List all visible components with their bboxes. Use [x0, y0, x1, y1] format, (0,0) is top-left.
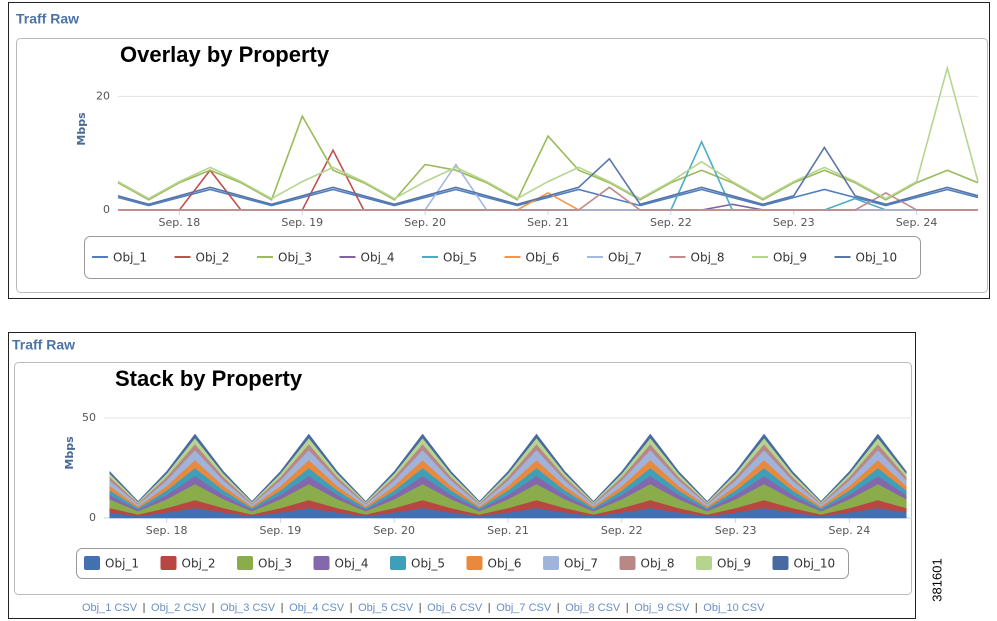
x-tick-label: Sep. 18: [159, 216, 201, 229]
csv-link[interactable]: Obj_3 CSV: [220, 602, 276, 614]
csv-link[interactable]: Obj_9 CSV: [634, 602, 690, 614]
legend-label: Obj_1: [113, 251, 147, 265]
panel-header: Traff Raw: [16, 11, 79, 27]
x-tick-label: Sep. 23: [715, 524, 757, 537]
legend-label: Obj_10: [856, 251, 898, 265]
legend-label: Obj_4: [361, 251, 395, 265]
csv-link[interactable]: Obj_1 CSV: [82, 602, 138, 614]
series-line: [117, 188, 979, 207]
chart-title: Stack by Property: [115, 366, 303, 391]
legend-swatch: [390, 556, 406, 570]
legend-swatch: [543, 556, 559, 570]
x-tick-label: Sep. 24: [829, 524, 871, 537]
legend-label: Obj_3: [258, 557, 292, 571]
legend-swatch: [696, 556, 712, 570]
y-tick-label: 50: [82, 411, 96, 424]
legend-label: Obj_9: [773, 251, 807, 265]
figure-id: 381601: [929, 558, 944, 601]
legend-swatch: [466, 556, 483, 570]
series-line: [117, 64, 979, 200]
legend-swatch: [313, 556, 330, 570]
legend-label: Obj_2: [196, 251, 230, 265]
series-line: [117, 114, 979, 201]
csv-link[interactable]: Obj_8 CSV: [565, 602, 621, 614]
chart-frame: [16, 38, 988, 293]
legend-label: Obj_9: [717, 557, 751, 571]
csv-link[interactable]: Obj_6 CSV: [427, 602, 483, 614]
x-tick-label: Sep. 22: [601, 524, 643, 537]
x-tick-label: Sep. 21: [487, 524, 529, 537]
csv-link[interactable]: Obj_7 CSV: [496, 602, 552, 614]
legend-label: Obj_5: [443, 251, 477, 265]
x-tick-label: Sep. 23: [773, 216, 815, 229]
legend: [76, 548, 849, 579]
legend-label: Obj_6: [526, 251, 560, 265]
csv-link[interactable]: Obj_4 CSV: [289, 602, 345, 614]
x-tick-label: Sep. 19: [260, 524, 302, 537]
csv-link[interactable]: Obj_2 CSV: [151, 602, 207, 614]
csv-link[interactable]: Obj_10 CSV: [703, 602, 765, 614]
legend-swatch: [84, 556, 100, 570]
legend-label: Obj_5: [411, 557, 445, 571]
x-tick-label: Sep. 19: [281, 216, 323, 229]
x-tick-label: Sep. 20: [373, 524, 415, 537]
x-tick-label: Sep. 20: [404, 216, 446, 229]
legend-label: Obj_6: [488, 557, 522, 571]
legend-label: Obj_7: [564, 557, 598, 571]
y-tick-label: 20: [96, 89, 110, 102]
legend-label: Obj_2: [182, 557, 216, 571]
legend-swatch: [772, 556, 789, 570]
y-tick-label: 0: [89, 511, 96, 524]
legend-swatch: [237, 556, 253, 570]
legend-label: Obj_4: [335, 557, 369, 571]
legend-label: Obj_10: [794, 557, 836, 571]
chart-title: Overlay by Property: [120, 42, 330, 67]
legend: [84, 236, 921, 279]
y-axis-label: Mbps: [75, 112, 88, 146]
legend-label: Obj_3: [278, 251, 312, 265]
y-tick-label: 0: [103, 203, 110, 216]
csv-link[interactable]: Obj_5 CSV: [358, 602, 414, 614]
legend-label: Obj_8: [641, 557, 675, 571]
series-line: [117, 146, 979, 206]
chart-frame: [14, 362, 912, 595]
x-tick-label: Sep. 18: [146, 524, 188, 537]
x-tick-label: Sep. 22: [650, 216, 692, 229]
legend-label: Obj_7: [608, 251, 642, 265]
x-tick-label: Sep. 24: [896, 216, 938, 229]
series-line: [118, 186, 978, 211]
y-axis-label: Mbps: [63, 436, 76, 470]
series-area: [109, 433, 907, 503]
legend-label: Obj_8: [691, 251, 725, 265]
legend-swatch: [619, 556, 636, 570]
legend-swatch: [160, 556, 177, 570]
panel-header: Traff Raw: [12, 337, 75, 353]
x-tick-label: Sep. 21: [527, 216, 569, 229]
legend-label: Obj_1: [105, 557, 139, 571]
